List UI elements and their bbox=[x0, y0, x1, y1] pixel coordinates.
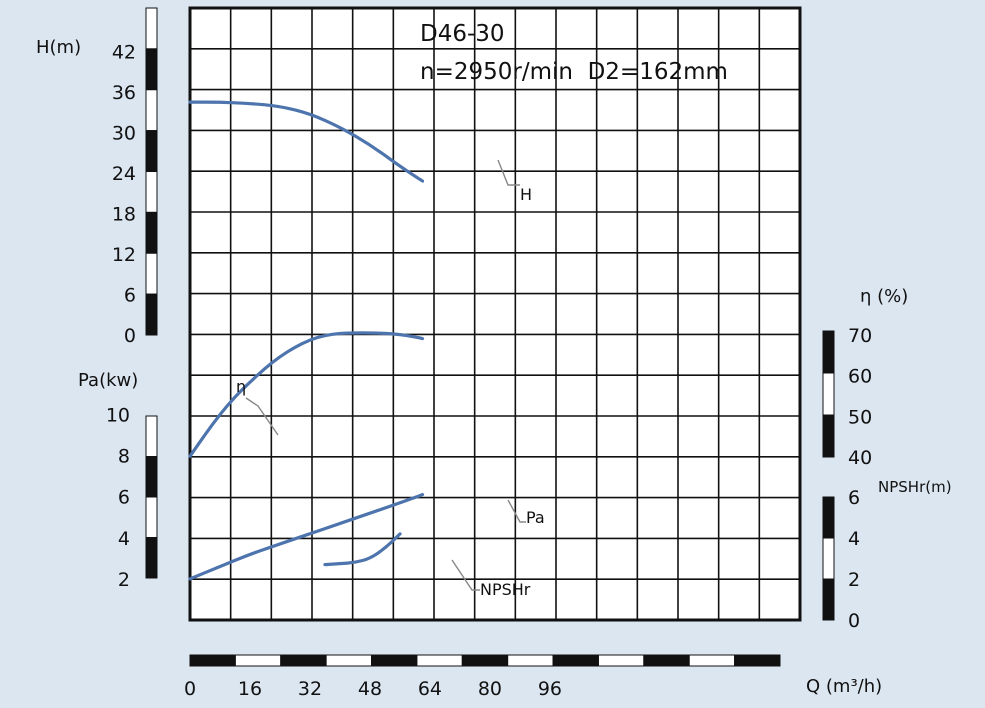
label-leader-line bbox=[497, 159, 520, 186]
series-line-h bbox=[188, 100, 425, 183]
grid bbox=[190, 8, 800, 620]
scale-bar-segment bbox=[145, 415, 158, 457]
scale-bar-segment bbox=[145, 211, 158, 254]
curve-label: NPSHr bbox=[480, 580, 531, 599]
scale-bar-segment bbox=[507, 654, 554, 667]
scale-bar-segment bbox=[145, 252, 158, 295]
series-line- bbox=[188, 331, 425, 458]
scale-bar-segment bbox=[416, 654, 463, 667]
series-line-npshr bbox=[323, 532, 402, 567]
scale-bar-segment bbox=[145, 496, 158, 538]
scale-bar-segment bbox=[145, 130, 158, 172]
scale-bar-segment bbox=[145, 171, 158, 213]
npshr-tick-label: 0 bbox=[848, 610, 860, 632]
pa-tick-label: 8 bbox=[118, 446, 130, 468]
scale-bar-segment bbox=[145, 48, 158, 91]
scale-bar-segment bbox=[189, 654, 236, 667]
scale-bar-segment bbox=[822, 330, 835, 374]
npshr-tick-label: 4 bbox=[848, 528, 860, 550]
x-tick-label: 0 bbox=[184, 678, 196, 700]
x-tick-label: 48 bbox=[358, 678, 382, 700]
eta-axis-label: η (%) bbox=[860, 286, 908, 307]
eta-tick-label: 40 bbox=[848, 447, 872, 469]
eta-tick-label: 50 bbox=[848, 406, 872, 428]
pa-axis-label: Pa(kw) bbox=[78, 370, 138, 391]
scale-bar-segment bbox=[145, 456, 158, 498]
scale-bar-segment bbox=[734, 654, 781, 667]
x-axis-label: Q (m³/h) bbox=[806, 676, 882, 697]
scale-bar-segment bbox=[822, 372, 835, 416]
scale-bar-segment bbox=[234, 654, 282, 667]
series-line-pa bbox=[188, 493, 425, 581]
h-tick-label: 36 bbox=[112, 82, 136, 104]
scale-bar-segment bbox=[822, 414, 835, 458]
h-tick-label: 24 bbox=[112, 163, 136, 185]
scale-bar-segment bbox=[145, 7, 158, 50]
pa-tick-label: 2 bbox=[118, 569, 130, 591]
pa-tick-label: 4 bbox=[118, 528, 130, 550]
h-tick-label: 30 bbox=[112, 123, 136, 145]
scale-bar-segment bbox=[371, 654, 418, 667]
curve-label: η bbox=[236, 377, 246, 396]
scale-bar-segment bbox=[145, 537, 158, 579]
curve-label: Pa bbox=[526, 508, 545, 527]
npshr-tick-label: 6 bbox=[848, 487, 860, 509]
npshr-tick-label: 2 bbox=[848, 569, 860, 591]
curve-labels: Hη Pa NPSHr bbox=[236, 159, 545, 599]
pa-tick-label: 10 bbox=[106, 405, 130, 427]
x-tick-label: 80 bbox=[478, 678, 502, 700]
label-leader-line bbox=[451, 559, 480, 591]
h-tick-label: 12 bbox=[112, 244, 136, 266]
h-tick-label: 0 bbox=[124, 325, 136, 347]
axis-scale-bars bbox=[145, 7, 835, 667]
scale-bar-segment bbox=[145, 293, 158, 336]
scale-bar-segment bbox=[461, 654, 509, 667]
eta-tick-label: 60 bbox=[848, 366, 872, 388]
label-leader-line bbox=[507, 499, 526, 523]
curve-label: H bbox=[520, 185, 532, 204]
h-tick-label: 6 bbox=[124, 285, 136, 307]
x-tick-label: 32 bbox=[298, 678, 322, 700]
npshr-axis-label: NPSHr(m) bbox=[878, 478, 952, 496]
plot-area bbox=[190, 8, 800, 620]
x-tick-label: 64 bbox=[418, 678, 442, 700]
eta-tick-label: 70 bbox=[848, 325, 872, 347]
chart-title: D46-30 bbox=[420, 21, 505, 47]
scale-bar-segment bbox=[552, 654, 599, 667]
x-tick-label: 96 bbox=[538, 678, 562, 700]
pa-tick-label: 6 bbox=[118, 487, 130, 509]
scale-bar-segment bbox=[822, 537, 835, 580]
x-tick-label: 16 bbox=[238, 678, 262, 700]
scale-bar-segment bbox=[597, 654, 645, 667]
label-leader-line bbox=[245, 397, 279, 436]
chart-subtitle: n=2950r/min D2=162mm bbox=[420, 59, 728, 85]
scale-bar-segment bbox=[822, 496, 835, 539]
scale-bar-segment bbox=[822, 578, 835, 621]
plot-border bbox=[188, 6, 802, 622]
scale-bar-segment bbox=[325, 654, 373, 667]
scale-bar-segment bbox=[643, 654, 690, 667]
scale-bar-segment bbox=[280, 654, 327, 667]
h-tick-label: 42 bbox=[112, 42, 136, 64]
curves bbox=[188, 100, 425, 581]
h-axis-label: H(m) bbox=[36, 37, 81, 58]
h-tick-label: 18 bbox=[112, 204, 136, 226]
scale-bar-segment bbox=[688, 654, 736, 667]
scale-bar-segment bbox=[145, 89, 158, 132]
